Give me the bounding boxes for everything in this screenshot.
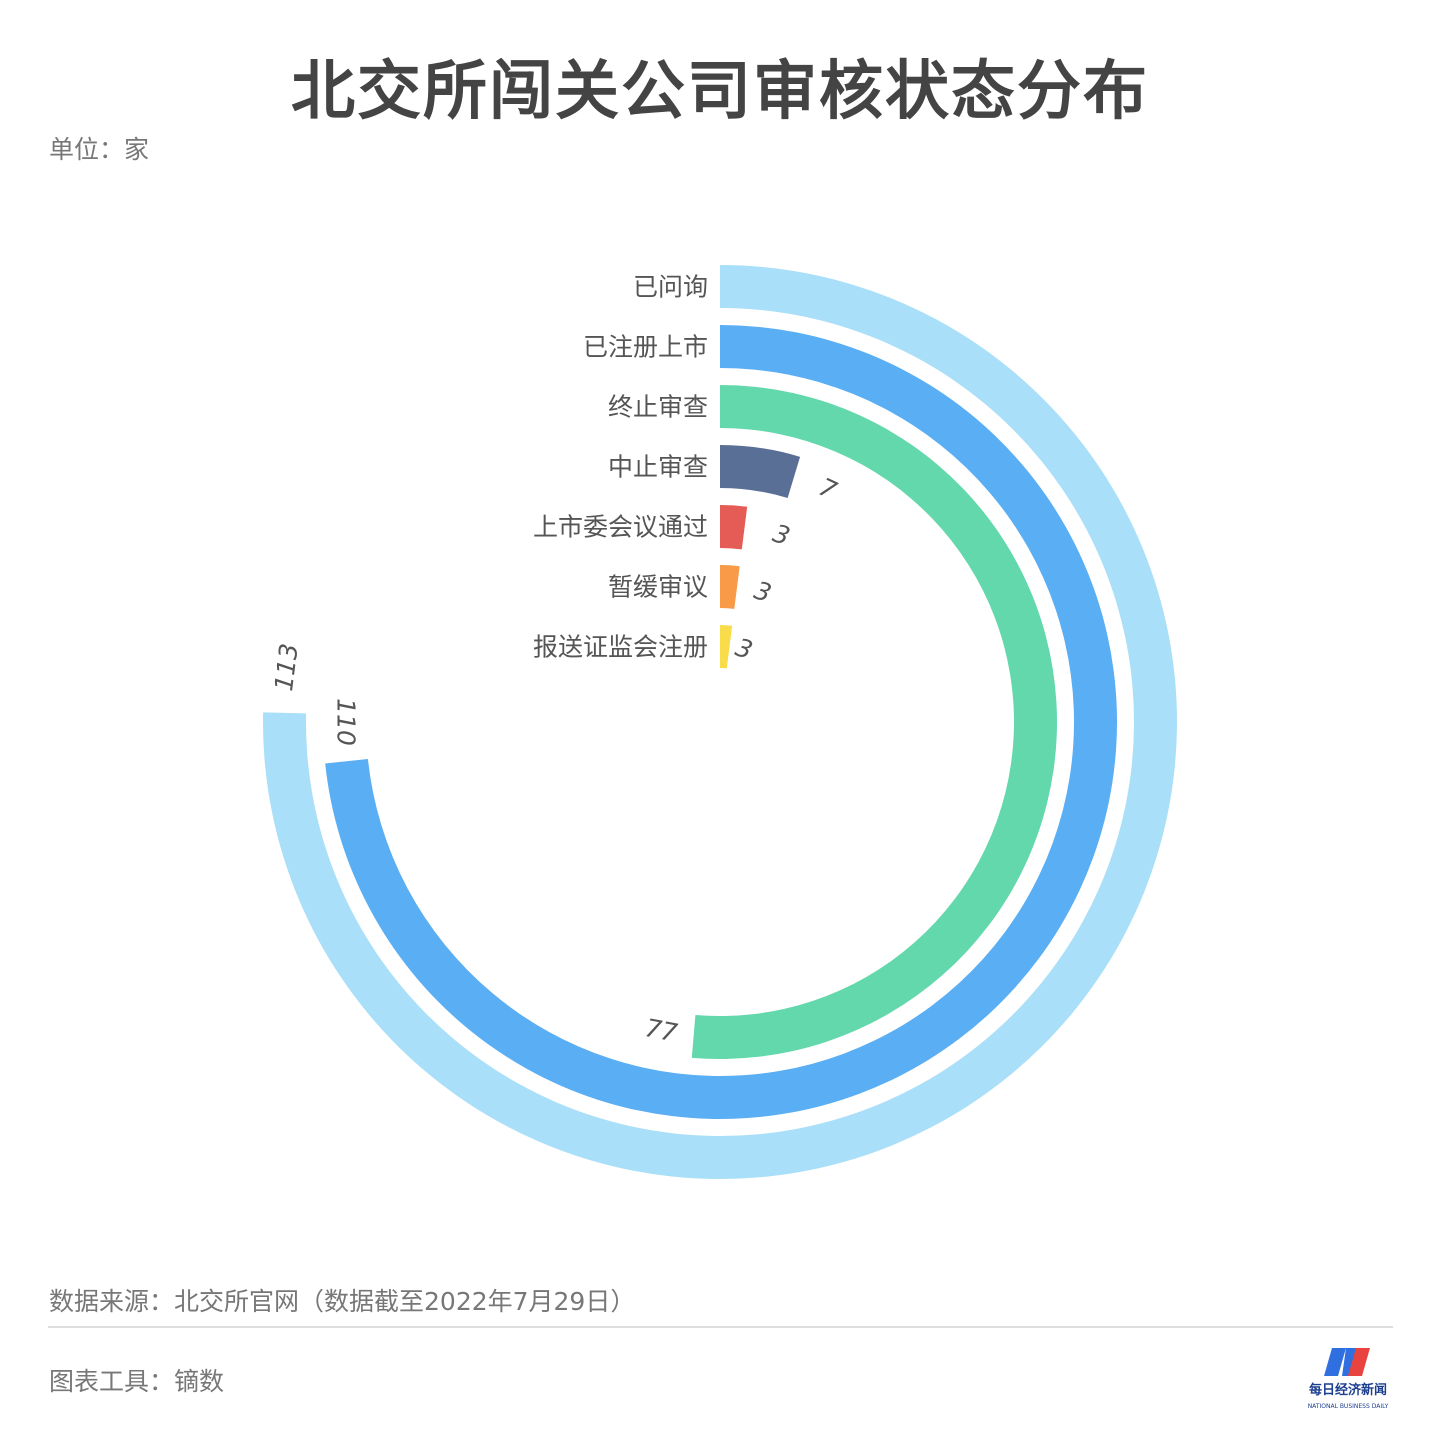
category-label: 终止审查	[608, 393, 708, 422]
category-label: 报送证监会注册	[533, 633, 708, 662]
category-label: 上市委会议通过	[533, 513, 708, 542]
value-label: 77	[643, 1013, 680, 1047]
chart-title: 北交所闯关公司审核状态分布	[291, 55, 1149, 129]
bar-3	[720, 445, 801, 498]
value-label: 113	[269, 642, 304, 693]
chart-tool: 图表工具：镝数	[49, 1367, 225, 1396]
bar-4	[720, 505, 748, 550]
category-label: 已问询	[633, 273, 708, 302]
value-label: 3	[769, 519, 793, 552]
bar-2	[691, 385, 1058, 1060]
value-label: 3	[751, 576, 775, 609]
svg-text:每日经济新闻: 每日经济新闻	[1309, 1382, 1387, 1398]
bar-5	[720, 565, 740, 609]
brand-logo: 每日经济新闻 NATIONAL BUSINESS DAILY	[1308, 1348, 1389, 1410]
category-label: 已注册上市	[583, 333, 708, 362]
divider	[48, 1326, 1393, 1328]
data-source: 数据来源：北交所官网（数据截至2022年7月29日）	[49, 1287, 636, 1316]
unit-label: 单位：家	[49, 135, 150, 164]
bar-1	[325, 325, 1118, 1119]
value-label: 3	[732, 633, 756, 666]
value-label: 110	[332, 698, 361, 746]
category-label: 中止审查	[608, 453, 708, 482]
bar-6	[720, 625, 733, 669]
value-label: 7	[814, 472, 841, 505]
category-label: 暂缓审议	[608, 573, 708, 602]
svg-text:NATIONAL BUSINESS DAILY: NATIONAL BUSINESS DAILY	[1308, 1403, 1389, 1410]
